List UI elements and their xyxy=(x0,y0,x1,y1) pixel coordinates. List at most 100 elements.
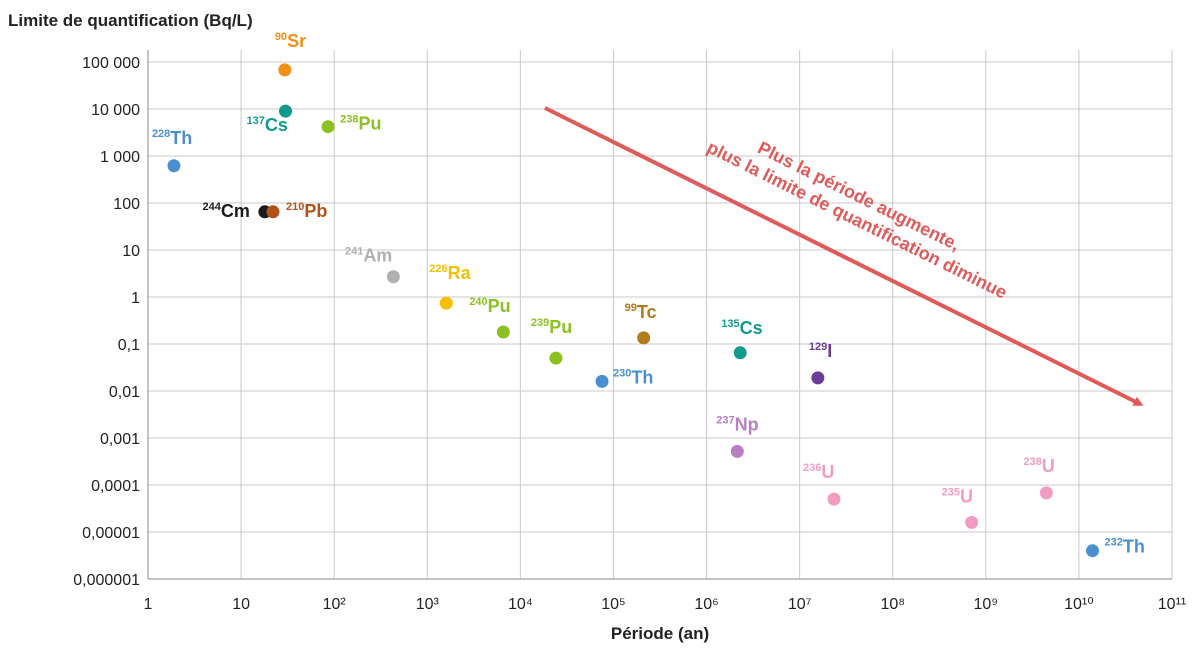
y-tick-label: 100 xyxy=(113,196,140,213)
data-point xyxy=(811,371,825,385)
x-tick-label: 10³ xyxy=(416,596,440,613)
point-label: 137Cs xyxy=(247,115,288,135)
isotope-symbol: I xyxy=(827,341,832,361)
isotope-symbol: U xyxy=(960,486,973,506)
x-tick-label: 10⁴ xyxy=(508,596,533,613)
isotope-mass: 129 xyxy=(809,341,827,353)
data-point xyxy=(321,120,335,134)
isotope-symbol: Pb xyxy=(304,201,327,221)
isotope-symbol: Th xyxy=(631,367,653,387)
point-label: 244Cm xyxy=(202,201,249,221)
point-label: 241Am xyxy=(345,246,392,266)
isotope-mass: 135 xyxy=(721,318,739,330)
x-tick-label: 10⁷ xyxy=(788,596,812,613)
isotope-mass: 238 xyxy=(340,114,358,126)
data-point xyxy=(496,325,510,339)
point-label: 99Tc xyxy=(625,302,657,322)
x-tick-label: 10⁸ xyxy=(880,596,905,613)
isotope-mass: 230 xyxy=(613,367,631,379)
isotope-symbol: Pu xyxy=(549,317,572,337)
isotope-symbol: Ra xyxy=(448,263,472,283)
annotation: plus la limite de quantification diminue xyxy=(704,137,1010,303)
point-label: 230Th xyxy=(613,367,653,387)
isotope-symbol: Am xyxy=(363,246,392,266)
isotope-symbol: U xyxy=(821,462,834,482)
annotation: Plus la période augmente, xyxy=(755,138,964,255)
y-tick-label: 100 000 xyxy=(82,55,140,72)
y-tick-label: 0,01 xyxy=(109,384,140,401)
data-point xyxy=(266,205,280,219)
isotope-mass: 235 xyxy=(942,486,960,498)
data-point xyxy=(278,63,292,77)
x-tick-label: 10¹⁰ xyxy=(1064,596,1094,613)
data-point xyxy=(733,346,747,360)
data-point xyxy=(1086,544,1100,558)
x-tick-label: 10² xyxy=(323,596,347,613)
isotope-symbol: Pu xyxy=(488,296,511,316)
point-label: 232Th xyxy=(1105,537,1145,557)
data-point xyxy=(1039,486,1053,500)
isotope-symbol: Pu xyxy=(358,114,381,134)
isotope-mass: 236 xyxy=(803,462,821,474)
isotope-mass: 244 xyxy=(202,201,221,213)
y-tick-label: 10 xyxy=(122,243,140,260)
isotope-symbol: Th xyxy=(1123,537,1145,557)
point-label: 236U xyxy=(803,462,834,482)
data-point xyxy=(439,296,453,310)
y-tick-label: 0,000001 xyxy=(73,572,140,589)
isotope-symbol: Cs xyxy=(265,115,288,135)
point-label: 129I xyxy=(809,341,832,361)
data-point xyxy=(386,270,400,284)
point-label: 228Th xyxy=(152,128,192,148)
point-label: 240Pu xyxy=(469,296,510,316)
isotope-mass: 228 xyxy=(152,128,170,140)
x-tick-label: 10⁵ xyxy=(601,596,625,613)
y-tick-label: 1 xyxy=(131,290,140,307)
isotope-mass: 232 xyxy=(1105,537,1123,549)
isotope-mass: 239 xyxy=(531,317,549,329)
point-label: 235U xyxy=(942,486,973,506)
point-label: 226Ra xyxy=(429,263,471,283)
isotope-mass: 240 xyxy=(469,296,487,308)
isotope-symbol: Tc xyxy=(637,302,657,322)
point-label: 210Pb xyxy=(286,201,327,221)
isotope-mass: 99 xyxy=(625,302,637,314)
y-tick-label: 1 000 xyxy=(100,149,140,166)
point-label: 135Cs xyxy=(721,318,762,338)
point-label: 238U xyxy=(1023,456,1054,476)
y-tick-label: 0,0001 xyxy=(91,478,140,495)
isotope-symbol: Th xyxy=(170,128,192,148)
point-label: 237Np xyxy=(716,414,758,434)
y-tick-label: 0,1 xyxy=(118,337,140,354)
isotope-symbol: U xyxy=(1042,456,1055,476)
isotope-mass: 241 xyxy=(345,246,363,258)
isotope-symbol: Np xyxy=(735,414,759,434)
y-tick-label: 0,001 xyxy=(100,431,140,448)
data-point xyxy=(167,159,181,173)
data-point xyxy=(595,374,609,388)
isotope-mass: 237 xyxy=(716,414,734,426)
x-tick-label: 10¹¹ xyxy=(1158,596,1186,613)
y-tick-label: 10 000 xyxy=(91,102,140,119)
x-tick-label: 10⁶ xyxy=(694,596,718,613)
point-label: 238Pu xyxy=(340,114,381,134)
data-point xyxy=(827,492,841,506)
isotope-symbol: Cs xyxy=(740,318,763,338)
y-axis-title: Limite de quantification (Bq/L) xyxy=(8,11,253,30)
point-label: 239Pu xyxy=(531,317,572,337)
data-point xyxy=(279,104,293,118)
isotope-mass: 90 xyxy=(275,31,287,43)
x-axis-title: Période (an) xyxy=(611,624,709,643)
data-point xyxy=(730,444,744,458)
data-point xyxy=(965,515,979,529)
data-point xyxy=(637,331,651,345)
isotope-symbol: Cm xyxy=(221,201,250,221)
isotope-mass: 226 xyxy=(429,263,447,275)
isotope-symbol: Sr xyxy=(287,31,306,51)
isotope-mass: 238 xyxy=(1023,456,1041,468)
isotope-mass: 137 xyxy=(247,115,265,127)
data-point xyxy=(549,351,563,365)
isotope-mass: 210 xyxy=(286,201,304,213)
y-tick-label: 0,00001 xyxy=(82,525,140,542)
